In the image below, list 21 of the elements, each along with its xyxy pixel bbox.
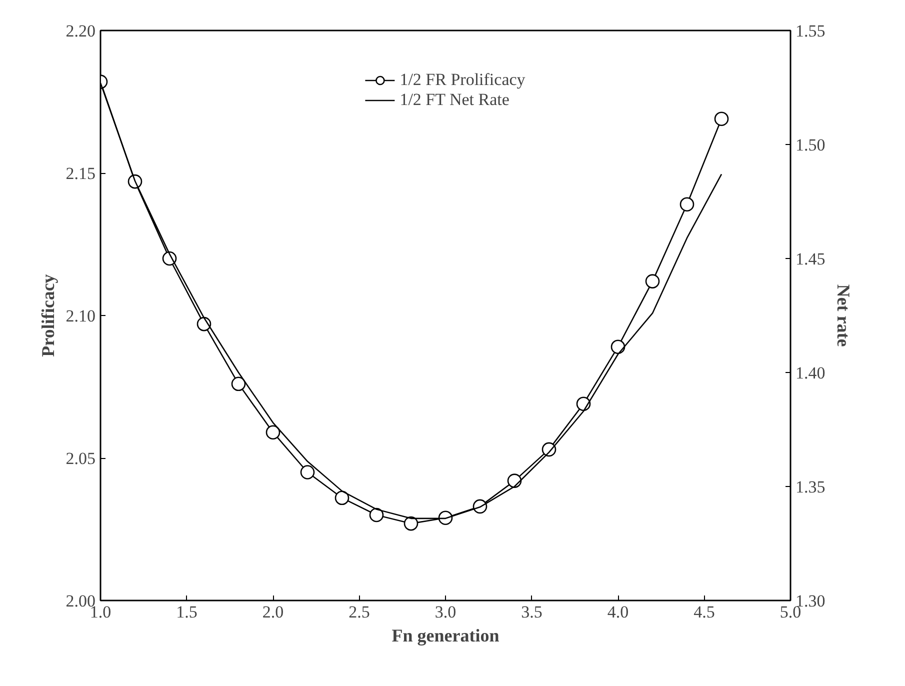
- y-tick-label: 2.05: [66, 449, 96, 468]
- x-axis-title: Fn generation: [392, 626, 500, 646]
- x-tick-label: 1.5: [176, 602, 198, 622]
- x-tick-label: 3.5: [521, 602, 542, 622]
- y-tick-label: 2.10: [66, 306, 96, 326]
- y2-tick-label: 1.35: [796, 478, 826, 496]
- x-tick-label: 4.0: [607, 602, 629, 622]
- y-tick-label: 2.20: [66, 22, 96, 40]
- x-tick-label: 2.5: [348, 602, 370, 622]
- x-tick-label: 3.0: [434, 602, 456, 622]
- y2-tick-label: 1.45: [796, 250, 826, 268]
- y2-tick-label: 1.55: [796, 22, 826, 40]
- y2-tick-label: 1.40: [796, 364, 826, 382]
- y2-tick-label: 1.50: [796, 136, 826, 154]
- y-axis-title: Prolificacy: [38, 274, 58, 357]
- y2-axis-title: Net rate: [833, 284, 854, 347]
- legend-label: 1/2 FT Net Rate: [400, 90, 510, 110]
- x-tick-label: 4.5: [694, 602, 715, 622]
- x-tick-label: 2.0: [262, 602, 284, 622]
- legend-label: 1/2 FR Prolificacy: [400, 70, 526, 90]
- y-tick-label: 2.15: [66, 164, 96, 183]
